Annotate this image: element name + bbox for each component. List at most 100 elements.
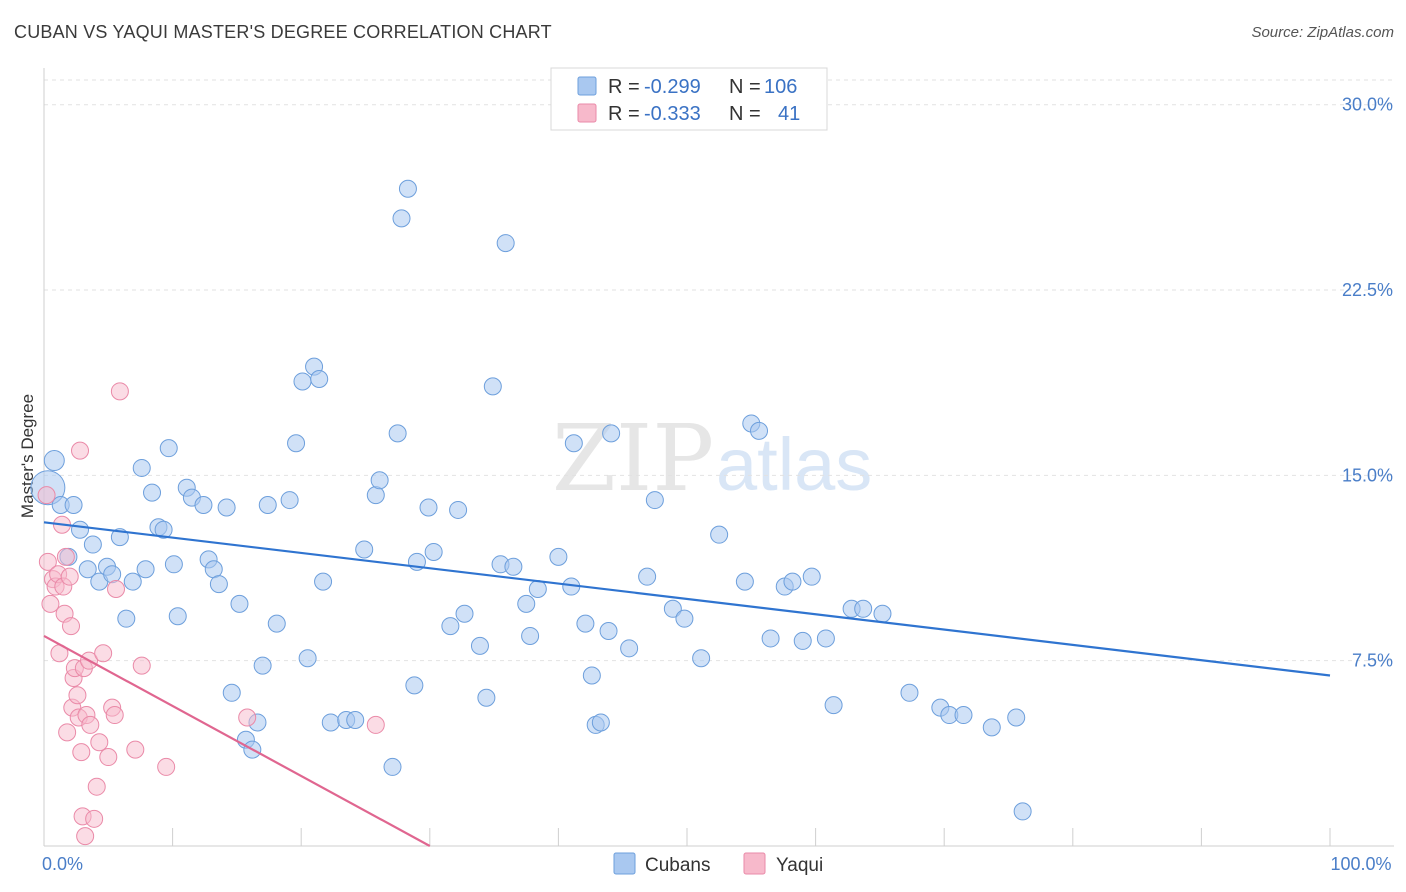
cubans-point — [449, 500, 468, 519]
series-yaqui — [37, 382, 385, 846]
cubans-point — [1013, 802, 1032, 821]
cubans-point — [398, 179, 417, 198]
source-credit: Source: ZipAtlas.com — [1251, 24, 1394, 41]
cubans-point — [591, 713, 610, 732]
cubans-point — [954, 706, 973, 725]
yaqui-point — [68, 686, 87, 705]
yaqui-point — [58, 723, 77, 742]
cubans-point — [298, 649, 317, 668]
cubans-point — [293, 372, 312, 391]
cubans-point — [253, 656, 272, 675]
yaqui-point — [60, 567, 79, 586]
cubans-point — [783, 572, 802, 591]
cubans-point — [132, 458, 151, 477]
cubans-point — [64, 496, 83, 515]
cubans-point — [602, 424, 621, 443]
yaqui-point — [238, 708, 257, 727]
cubans-point — [620, 639, 639, 658]
cubans-point — [854, 599, 873, 618]
cubans-point — [521, 626, 540, 645]
cubans-point — [599, 622, 618, 641]
chart-title: CUBAN VS YAQUI MASTER'S DEGREE CORRELATI… — [14, 22, 552, 42]
cubans-point — [71, 520, 90, 539]
cubans-point — [517, 594, 536, 613]
yaqui-point — [105, 706, 124, 725]
y-tick-label: 22.5% — [1342, 280, 1393, 300]
cubans-point — [383, 757, 402, 776]
cubans-point — [873, 604, 892, 623]
cubans-point — [496, 234, 515, 253]
yaqui-point — [72, 743, 91, 762]
gridlines — [44, 79, 1394, 662]
watermark-zip: ZIP — [552, 405, 714, 512]
legend-swatch-yaqui — [577, 103, 597, 123]
cubans-point — [123, 572, 142, 591]
cubans-point — [222, 683, 241, 702]
cubans-point — [1007, 708, 1026, 727]
cubans-point — [159, 439, 178, 458]
yaqui-point — [87, 777, 106, 796]
cubans-point — [355, 540, 374, 559]
bottom-legend-label-cubans: Cubans — [645, 855, 711, 876]
series-cubans — [30, 179, 1032, 821]
cubans-point — [477, 688, 496, 707]
cubans-point — [638, 567, 657, 586]
cubans-point — [392, 209, 411, 228]
cubans-point — [802, 567, 821, 586]
yaqui-point — [157, 757, 176, 776]
y-tick-label: 30.0% — [1342, 95, 1393, 115]
yaqui-point — [56, 547, 75, 566]
series-legend: Cubans Yaqui — [613, 852, 823, 876]
watermark: ZIP atlas — [552, 405, 872, 512]
cubans-point — [78, 560, 97, 579]
bottom-legend-swatch-yaqui — [743, 852, 766, 875]
bottom-legend-label-yaqui: Yaqui — [776, 855, 823, 876]
legend-n-label-yaqui: N = — [729, 103, 761, 125]
yaqui-point — [99, 748, 118, 767]
legend-r-label-yaqui: R = — [608, 103, 640, 125]
yaqui-point — [85, 809, 104, 828]
yaqui-point — [366, 715, 385, 734]
y-tick-label: 15.0% — [1342, 465, 1393, 485]
yaqui-point — [38, 552, 57, 571]
x-tick-label: 100.0% — [1330, 854, 1391, 874]
legend-n-label-cubans: N = — [729, 76, 761, 98]
cubans-point — [549, 547, 568, 566]
cubans-point — [217, 498, 236, 517]
cubans-point — [164, 555, 183, 574]
cubans-point — [750, 421, 769, 440]
cubans-point — [136, 560, 155, 579]
cubans-point — [900, 683, 919, 702]
legend-n-value-cubans: 106 — [764, 76, 797, 98]
cubans-point — [455, 604, 474, 623]
yaqui-trendline — [43, 635, 431, 847]
cubans-point — [366, 486, 385, 505]
cubans-point — [419, 498, 438, 517]
cubans-point — [346, 710, 365, 729]
cubans-point — [761, 629, 780, 648]
y-tick-labels: 7.5% 15.0% 22.5% 30.0% — [1342, 95, 1393, 671]
yaqui-point — [94, 644, 113, 663]
cubans-point — [103, 565, 122, 584]
cubans-trendline — [43, 521, 1331, 677]
cubans-point — [154, 520, 173, 539]
yaqui-point — [126, 740, 145, 759]
bottom-legend-swatch-cubans — [613, 852, 636, 875]
yaqui-point — [37, 486, 56, 505]
cubans-point — [83, 535, 102, 554]
cubans-point — [824, 696, 843, 715]
cubans-point — [314, 572, 333, 591]
cubans-point — [576, 614, 595, 633]
y-tick-label: 7.5% — [1352, 651, 1393, 671]
cubans-point — [168, 607, 187, 626]
cubans-point — [287, 434, 306, 453]
correlation-legend: R = -0.299 N = 106 R = -0.333 N = 41 — [550, 67, 828, 131]
cubans-point — [370, 471, 389, 490]
cubans-point — [582, 666, 601, 685]
cubans-point — [310, 369, 329, 388]
yaqui-point — [76, 827, 95, 846]
cubans-point — [321, 713, 340, 732]
legend-n-value-yaqui: 41 — [778, 103, 800, 125]
cubans-point — [816, 629, 835, 648]
